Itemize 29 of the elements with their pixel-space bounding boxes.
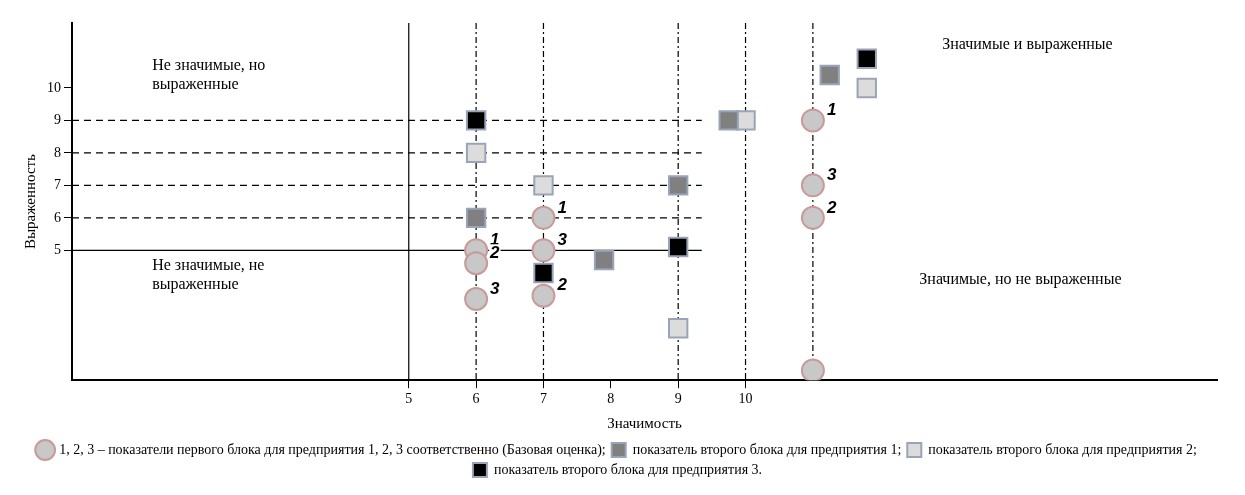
annotation: Не значимые, но выраженные [152, 56, 266, 94]
legend-label: 1, 2, 3 – показатели первого блока для предприятия 1, 2, 3 соответственно (Базовая оценка); [59, 441, 606, 458]
annotation: Значимые и выраженные [942, 34, 1113, 53]
annotation: 3 [490, 278, 501, 298]
y-tick-label: 10 [47, 79, 61, 95]
annotation: 1 [557, 197, 567, 217]
legend-label: показатель второго блока для предприятия 3. [493, 461, 763, 477]
x-tick-label: 10 [738, 391, 753, 407]
annotation: 3 [826, 165, 837, 185]
annotation: Не значимые, не выраженные [152, 256, 265, 294]
x-tick-label: 9 [674, 391, 682, 407]
legend-label: показатель второго блока для предприятия 2; [928, 441, 1197, 457]
x-tick-label: 5 [405, 391, 413, 407]
legend-label: показатель второго блока для предприятия 1; [632, 441, 902, 457]
x-tick-label: 7 [539, 391, 547, 407]
x-axis-title: Значимость [607, 414, 682, 431]
y-axis-title: Выраженность [21, 153, 38, 250]
annotation: 1 [826, 100, 837, 120]
x-tick-label: 6 [472, 391, 480, 407]
y-tick-label: 8 [54, 144, 61, 160]
y-tick-label: 9 [54, 112, 61, 128]
annotation: Значимые, но не выраженные [919, 270, 1122, 289]
annotation: 2 [556, 275, 568, 295]
y-tick-label: 6 [54, 209, 61, 225]
annotation: 3 [557, 230, 568, 249]
y-tick-label: 7 [54, 177, 61, 193]
annotation: 2 [825, 197, 837, 217]
y-tick-label: 5 [54, 241, 61, 257]
x-tick-label: 8 [607, 391, 615, 407]
